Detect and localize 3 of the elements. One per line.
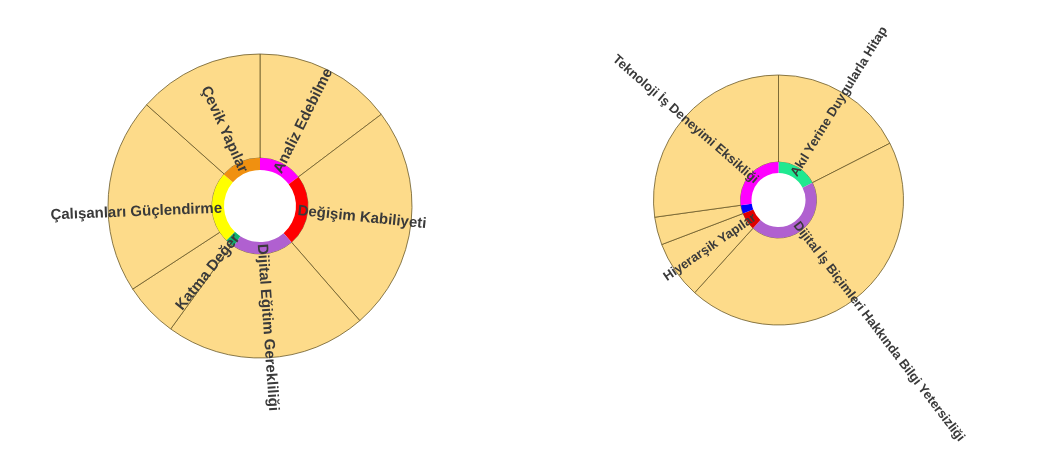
slice-label: Dijital Eğitim Gerekliliği	[254, 243, 284, 412]
slice-label: Değişim Kabiliyeti	[296, 200, 428, 232]
slice-label: Çalışanları Güçlendirme	[50, 198, 223, 223]
